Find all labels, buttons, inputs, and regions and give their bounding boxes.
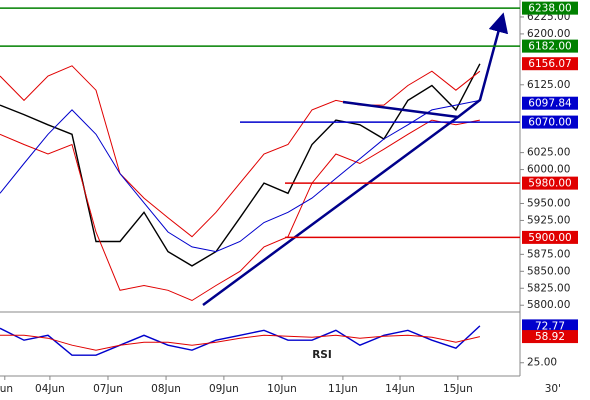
level-label: 6182.00 [528,41,571,53]
rsi-title: RSI [312,349,332,361]
level-label: 72.77 [535,320,565,332]
level-box-bg [522,1,578,15]
level-box-bg [522,319,578,333]
y-tick-label: 5850.00 [527,265,570,277]
level-label: 58.92 [535,331,565,343]
series-line [0,63,481,267]
x-tick-label: Jun [0,383,13,395]
y-tick-label: 5800.00 [527,299,570,311]
level-label: 6156.07 [528,58,571,70]
y-tick-label: 5825.00 [527,282,570,294]
y-tick-label: 5875.00 [527,248,570,260]
y-tick-label: 6025.00 [527,147,570,159]
level-box-bg [522,230,578,244]
level-box: 5900.00 [522,230,578,244]
level-box: 6238.00 [522,1,578,15]
y-tick-label: 6125.00 [527,79,570,91]
x-tick-label: 15Jun [443,383,473,395]
y-tick-label: 5950.00 [527,197,570,209]
series-line [0,325,481,356]
x-tick-label: 07Jun [93,383,123,395]
series-line [0,65,481,238]
x-tick-label: 09Jun [209,383,239,395]
y-tick-label: 5925.00 [527,214,570,226]
trend-line [342,100,459,119]
level-box: 6156.07 [522,57,578,71]
trend-arrow [202,12,509,307]
level-box: 72.77 [522,319,578,333]
level-box-bg [522,330,578,344]
level-box: 6182.00 [522,39,578,53]
x-tick-label: 11Jun [328,383,358,395]
level-box-bg [522,96,578,110]
level-box-bg [522,115,578,129]
level-label: 5900.00 [528,232,571,244]
y-tick-label: 6200.00 [527,28,570,40]
x-tick-label: 10Jun [267,383,297,395]
x-tick-label: 30' [545,383,561,395]
level-box-bg [522,57,578,71]
level-label: 6097.84 [528,98,572,110]
series-line [0,119,480,302]
level-box: 58.92 [522,330,578,344]
level-box: 6070.00 [522,115,578,129]
y-tick-label: 6000.00 [527,164,570,176]
y-tick-label: 25.00 [527,357,557,369]
x-tick-label: 14Jun [385,383,415,395]
level-box: 5980.00 [522,176,578,190]
x-tick-label: 04Jun [35,383,65,395]
level-box-bg [522,176,578,190]
level-box-bg [522,39,578,53]
plot-area [0,63,481,356]
level-label: 5980.00 [528,178,571,190]
level-label: 6070.00 [528,117,571,129]
x-tick-label: 08Jun [151,383,181,395]
series-line [0,99,480,253]
level-box: 6097.84 [522,96,578,110]
level-label: 6238.00 [528,3,571,15]
series-line [0,334,481,351]
